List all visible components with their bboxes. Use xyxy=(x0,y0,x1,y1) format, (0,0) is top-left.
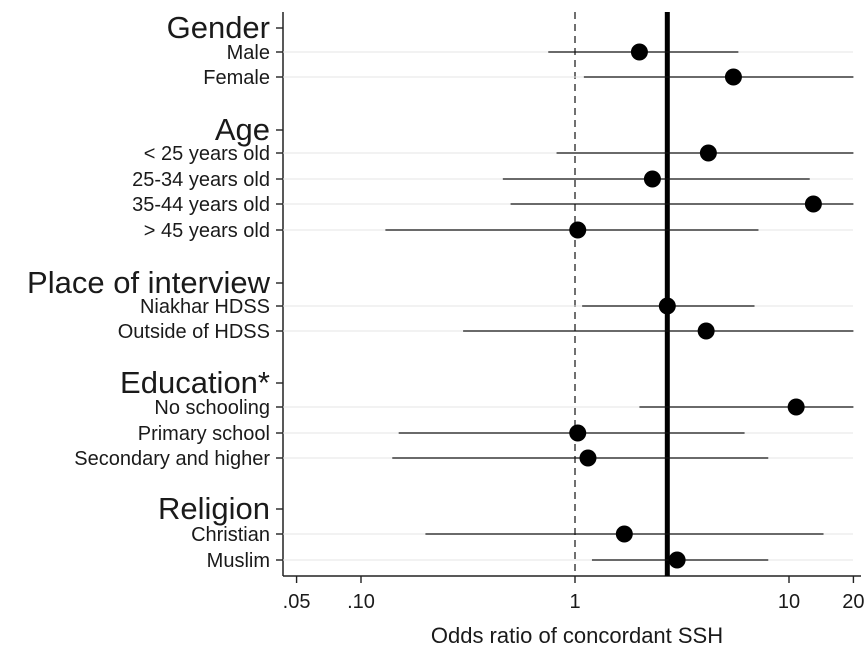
point-estimate xyxy=(615,525,633,543)
group-title: Age xyxy=(215,112,270,147)
point-estimate xyxy=(643,170,661,188)
group-title: Education* xyxy=(120,365,270,400)
row-label: Niakhar HDSS xyxy=(140,296,270,318)
row-label: Male xyxy=(227,42,270,64)
point-estimate xyxy=(569,221,587,239)
group-title: Gender xyxy=(167,10,270,45)
point-estimate xyxy=(724,68,742,86)
point-estimate xyxy=(787,398,805,416)
point-estimate xyxy=(630,43,648,61)
group-title: Place of interview xyxy=(27,265,271,300)
row-label: Muslim xyxy=(207,550,270,572)
row-label: > 45 years old xyxy=(144,220,270,242)
row-label: No schooling xyxy=(154,397,270,419)
group-title: Religion xyxy=(158,491,270,526)
point-estimate xyxy=(668,551,686,569)
x-tick-label: .05 xyxy=(283,591,311,613)
point-estimate xyxy=(658,297,676,315)
point-estimate xyxy=(697,322,715,340)
row-label: Christian xyxy=(191,524,270,546)
x-axis-label: Odds ratio of concordant SSH xyxy=(431,623,723,648)
row-label: Outside of HDSS xyxy=(118,321,270,343)
point-estimate xyxy=(699,144,717,162)
x-tick-label: 20 xyxy=(842,591,864,613)
row-label: Primary school xyxy=(138,423,270,445)
row-label: 25-34 years old xyxy=(132,169,270,191)
row-label: < 25 years old xyxy=(144,143,270,165)
point-estimate xyxy=(569,424,587,442)
x-tick-label: .10 xyxy=(347,591,375,613)
row-label: 35-44 years old xyxy=(132,194,270,216)
row-label: Female xyxy=(203,67,270,89)
x-tick-label: 1 xyxy=(569,591,580,613)
point-estimate xyxy=(804,195,822,213)
row-label: Secondary and higher xyxy=(74,448,270,470)
x-tick-label: 10 xyxy=(778,591,800,613)
point-estimate xyxy=(579,449,597,467)
